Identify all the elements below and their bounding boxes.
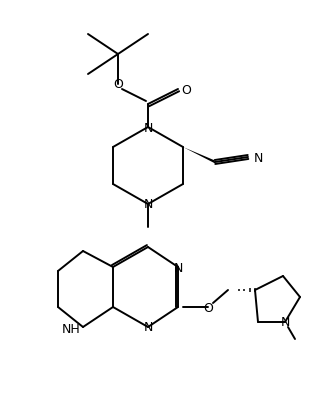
Text: N: N — [173, 261, 183, 274]
Text: O: O — [113, 78, 123, 91]
Polygon shape — [183, 147, 216, 164]
Text: N: N — [143, 121, 153, 134]
Text: N: N — [253, 151, 263, 164]
Text: N: N — [280, 316, 290, 329]
Text: N: N — [143, 198, 153, 211]
Text: NH: NH — [62, 323, 80, 336]
Text: O: O — [181, 83, 191, 96]
Text: N: N — [143, 321, 153, 334]
Text: O: O — [203, 301, 213, 314]
